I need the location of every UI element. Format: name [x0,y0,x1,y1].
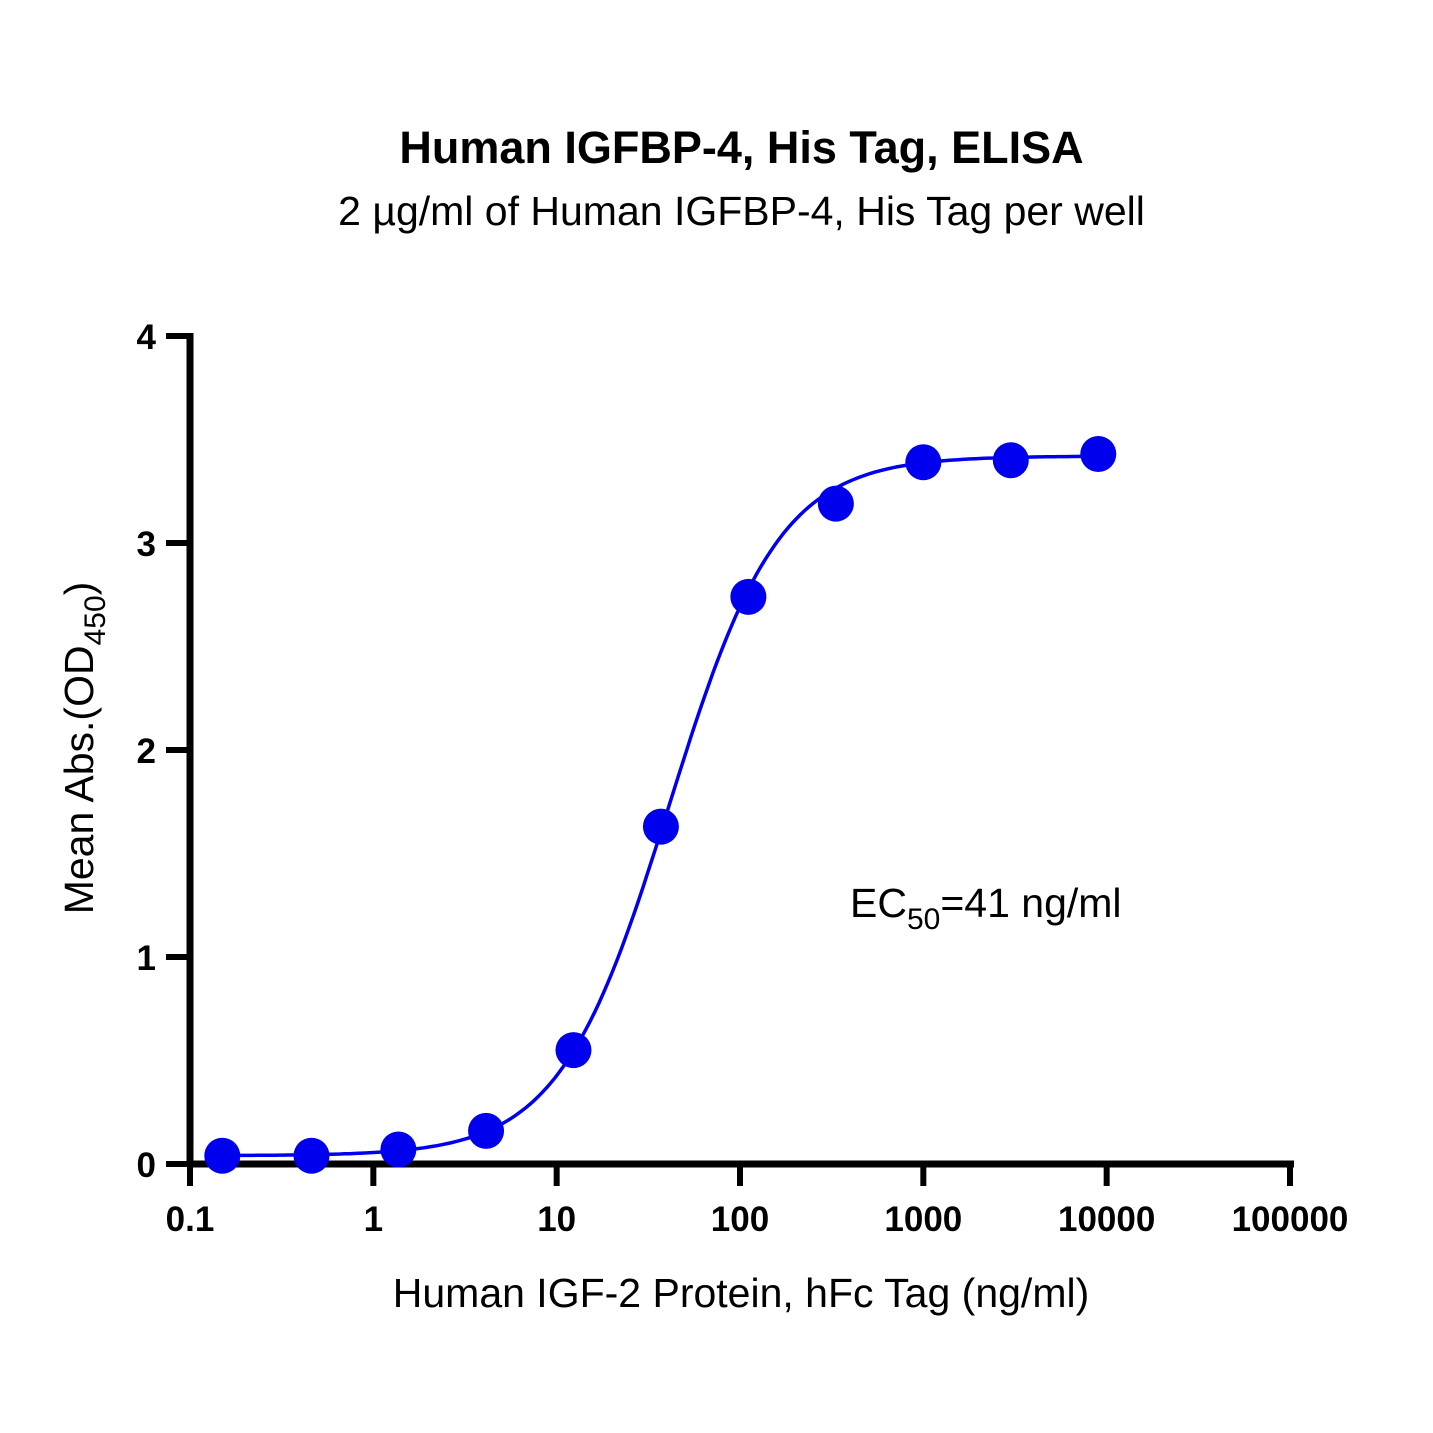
ec50-annotation: EC50=41 ng/ml [850,880,1122,936]
y-tick-label: 3 [137,525,156,564]
x-tick-label: 10 [537,1200,576,1239]
x-axis-label: Human IGF-2 Protein, hFc Tag (ng/ml) [393,1270,1089,1316]
y-tick-label: 0 [137,1146,156,1185]
data-point [730,578,767,615]
y-tick-label: 4 [137,318,157,357]
data-point [1080,435,1117,472]
ticks: 0.1 1 10 100 1000 10000 100000 0 1 2 3 4 [137,318,1349,1239]
data-point [204,1137,241,1174]
data-point [555,1032,592,1069]
y-axis-label-main: Mean Abs.(OD [56,645,102,914]
y-axis-label-sub: 450 [79,595,112,645]
y-axis-label: Mean Abs.(OD450) [56,582,112,915]
data-point [380,1131,417,1168]
x-tick-label: 10000 [1058,1200,1155,1239]
data-point [642,808,679,845]
x-tick-label: 0.1 [166,1200,215,1239]
y-tick-label: 1 [137,939,156,978]
data-point [293,1137,330,1174]
x-tick-label: 100 [711,1200,769,1239]
data-points [204,435,1117,1174]
axes [186,333,1294,1168]
ec50-prefix: EC [850,880,907,926]
x-tick-label: 1 [364,1200,383,1239]
fit-curve [222,454,1099,1158]
data-point [817,485,854,522]
data-point [905,444,942,481]
chart-subtitle: 2 µg/ml of Human IGFBP-4, His Tag per we… [338,188,1145,234]
y-axis-label-close: ) [56,582,102,596]
data-point [468,1112,505,1149]
x-tick-label: 1000 [884,1200,962,1239]
y-tick-label: 2 [137,732,156,771]
data-point [992,442,1029,479]
ec50-sub: 50 [907,903,940,936]
x-tick-label: 100000 [1232,1200,1349,1239]
chart-title: Human IGFBP-4, His Tag, ELISA [399,122,1084,173]
ec50-suffix: =41 ng/ml [940,880,1121,926]
